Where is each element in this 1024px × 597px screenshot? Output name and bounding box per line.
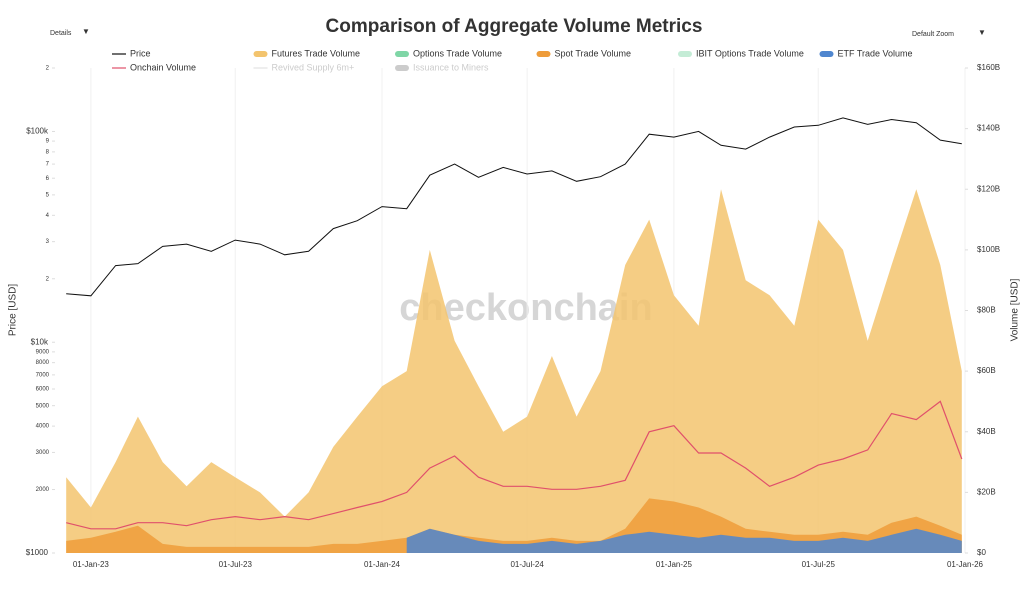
y2-tick-label: $80B [977,306,996,315]
y2-tick-label: $40B [977,427,996,436]
y-tick-label: 5000 [36,403,50,409]
y-tick-label: 2 [46,276,50,282]
legend-swatch [536,51,551,57]
legend-swatch [395,51,409,57]
y-tick-label: 8000 [36,360,50,366]
legend-item[interactable]: Onchain Volume [112,62,196,72]
y-tick-label: 9000 [36,349,50,355]
y2-tick-label: $160B [977,63,1000,72]
y2-axis-label: Volume [USD] [1010,278,1021,341]
legend-swatch [395,65,409,71]
legend-label[interactable]: Price [130,48,151,58]
legend-item[interactable]: Futures Trade Volume [253,48,361,58]
x-tick-label: 01-Jul-23 [219,560,253,569]
legend-item[interactable]: Issuance to Miners [395,62,489,72]
y2-tick-label: $0 [977,548,986,557]
dropdown-arrow: ▼ [978,28,986,37]
legend-label[interactable]: Revived Supply 6m+ [272,62,355,72]
series-line [66,117,962,297]
x-tick-label: 01-Jan-24 [364,560,401,569]
legend-label[interactable]: ETF Trade Volume [838,48,913,58]
y-tick-label: 4 [46,213,50,219]
x-tick-label: 01-Jan-25 [656,560,693,569]
y-tick-label: $10k [31,337,49,346]
y-tick-label: 2 [46,66,50,72]
x-tick-label: 01-Jul-25 [802,560,836,569]
legend-swatch [253,51,268,57]
legend-item[interactable]: Spot Trade Volume [536,48,632,58]
details-dropdown[interactable]: Details ▼ [50,27,90,37]
legend-label[interactable]: Issuance to Miners [413,62,489,72]
y-tick-label: 3 [46,239,50,245]
y-tick-label: 5 [46,192,50,198]
x-tick-label: 01-Jan-26 [947,560,984,569]
zoom-label[interactable]: Default Zoom [912,31,954,38]
legend-item[interactable]: Price [112,48,151,58]
y2-tick-label: $100B [977,245,1000,254]
y2-tick-label: $140B [977,124,1000,133]
y-tick-label: 3000 [36,450,50,456]
legend-label[interactable]: Onchain Volume [130,62,196,72]
y-tick-label: 2000 [36,487,50,493]
plot-area: 01-Jan-23 01-Jul-23 01-Jan-24 01-Jul-24 01-J… [26,63,1000,569]
legend-item[interactable]: Revived Supply 6m+ [253,62,355,72]
series-area [406,528,962,553]
y2-tick-label: $20B [977,487,996,496]
y2-tick-label: $120B [977,184,1000,193]
y2-tick-label: $60B [977,366,996,375]
legend-swatch [819,51,834,57]
y-tick-label: $1000 [26,548,49,557]
legend-label[interactable]: Options Trade Volume [413,48,502,58]
series-area [66,189,962,554]
legend-item[interactable]: Options Trade Volume [395,48,502,58]
y-tick-label: 4000 [36,424,50,430]
y-tick-label: $100k [26,127,49,136]
x-tick-label: 01-Jul-24 [510,560,544,569]
y-tick-label: 6000 [36,387,50,393]
y-tick-label: 6 [46,176,50,182]
chart-title: Comparison of Aggregate Volume Metrics [326,16,703,37]
x-tick-label: 01-Jan-23 [73,560,110,569]
legend-label[interactable]: Spot Trade Volume [555,48,632,58]
y-tick-label: 7000 [36,372,50,378]
legend-label[interactable]: Futures Trade Volume [272,48,361,58]
zoom-dropdown[interactable]: Default Zoom ▼ [912,28,986,38]
details-label[interactable]: Details [50,30,72,37]
y-axis-label: Price [USD] [8,284,19,336]
legend-swatch [678,51,692,57]
y-tick-label: 8 [46,149,50,155]
legend-item[interactable]: ETF Trade Volume [819,48,913,58]
legend: Price Futures Trade Volume Options Trade V… [112,48,913,72]
legend-label[interactable]: IBIT Options Trade Volume [696,48,804,58]
y-tick-label: 7 [46,162,50,168]
y-tick-label: 9 [46,139,50,145]
dropdown-arrow: ▼ [82,27,90,36]
legend-item[interactable]: IBIT Options Trade Volume [678,48,804,58]
series-line [66,400,963,530]
